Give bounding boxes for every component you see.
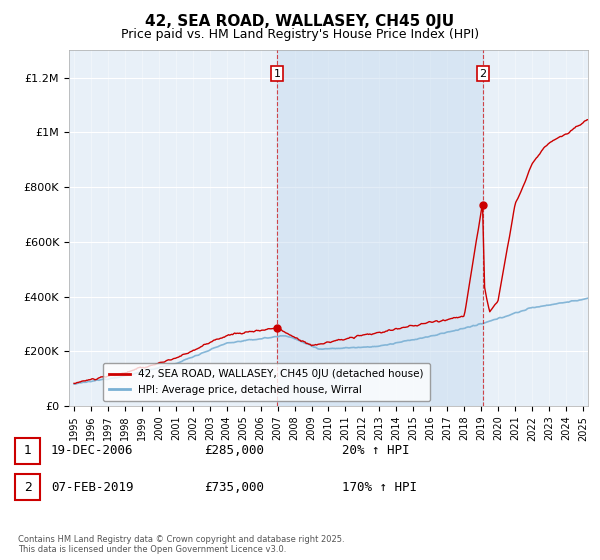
Text: 19-DEC-2006: 19-DEC-2006	[51, 444, 133, 458]
Text: Contains HM Land Registry data © Crown copyright and database right 2025.
This d: Contains HM Land Registry data © Crown c…	[18, 535, 344, 554]
Text: £735,000: £735,000	[204, 480, 264, 494]
Text: 2: 2	[479, 68, 487, 78]
Text: Price paid vs. HM Land Registry's House Price Index (HPI): Price paid vs. HM Land Registry's House …	[121, 28, 479, 41]
Text: 1: 1	[23, 444, 32, 458]
Text: 20% ↑ HPI: 20% ↑ HPI	[342, 444, 409, 458]
Text: 42, SEA ROAD, WALLASEY, CH45 0JU: 42, SEA ROAD, WALLASEY, CH45 0JU	[145, 14, 455, 29]
Text: £285,000: £285,000	[204, 444, 264, 458]
Text: 170% ↑ HPI: 170% ↑ HPI	[342, 480, 417, 494]
Text: 1: 1	[274, 68, 281, 78]
Text: 2: 2	[23, 480, 32, 494]
Legend: 42, SEA ROAD, WALLASEY, CH45 0JU (detached house), HPI: Average price, detached : 42, SEA ROAD, WALLASEY, CH45 0JU (detach…	[103, 363, 430, 401]
Bar	[277, 50, 483, 406]
Text: 07-FEB-2019: 07-FEB-2019	[51, 480, 133, 494]
